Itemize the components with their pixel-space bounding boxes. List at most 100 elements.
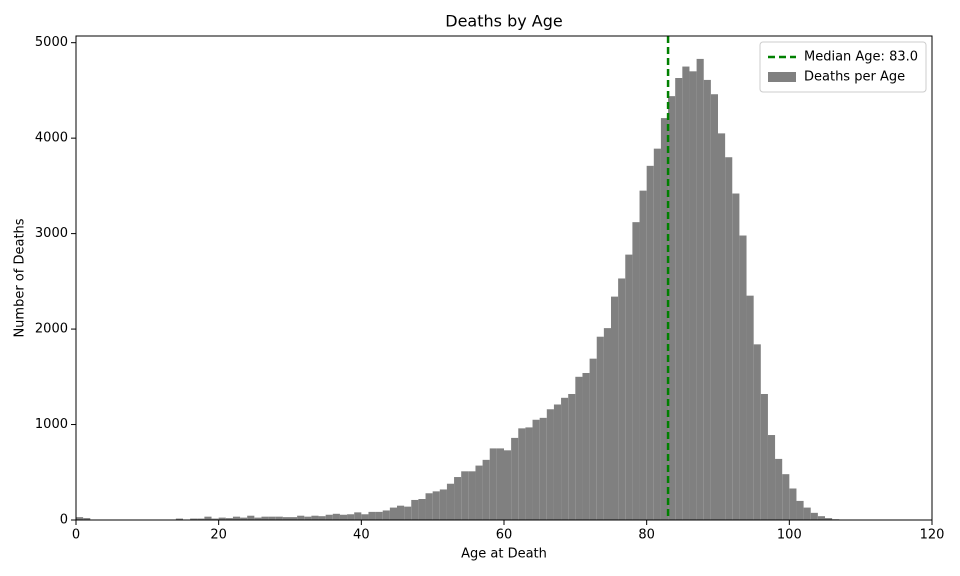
- bar: [368, 511, 376, 520]
- bar: [746, 295, 754, 520]
- bar: [218, 517, 226, 520]
- bar: [83, 518, 91, 520]
- bar: [511, 437, 519, 520]
- x-tick-label: 100: [777, 528, 802, 543]
- x-tick-label: 80: [638, 528, 655, 543]
- bar: [404, 506, 412, 520]
- bar: [446, 483, 455, 520]
- bar: [247, 515, 255, 520]
- bar: [375, 511, 383, 520]
- bar: [803, 507, 811, 520]
- bar: [825, 518, 833, 520]
- bar: [397, 505, 405, 520]
- bar: [561, 397, 569, 520]
- bar: [482, 459, 490, 520]
- bar: [361, 514, 369, 520]
- bar: [190, 518, 198, 520]
- bar: [311, 515, 319, 520]
- bar: [553, 404, 562, 520]
- bar: [225, 518, 233, 520]
- bar: [625, 254, 633, 520]
- bar: [639, 190, 647, 521]
- bar: [318, 516, 326, 520]
- bar: [468, 471, 476, 520]
- bar: [596, 336, 604, 520]
- bar: [382, 510, 390, 520]
- x-tick-label: 20: [210, 528, 227, 543]
- bar: [753, 344, 761, 520]
- bar: [682, 66, 690, 520]
- bar: [568, 393, 576, 520]
- bar: [618, 278, 626, 520]
- bar: [240, 517, 248, 520]
- bar: [439, 489, 447, 520]
- y-tick-label: 2000: [35, 322, 68, 337]
- bar: [425, 493, 433, 520]
- bar: [268, 516, 276, 520]
- bar: [660, 118, 669, 520]
- bar: [732, 193, 740, 521]
- bar: [197, 518, 205, 520]
- bar: [489, 448, 497, 520]
- bar: [232, 516, 241, 520]
- plot-frame: [75, 35, 933, 521]
- bar: [611, 296, 619, 520]
- bar: [339, 514, 348, 520]
- chart-title: Deaths by Age: [445, 12, 562, 31]
- y-axis-label: Number of Deaths: [13, 218, 28, 337]
- bar: [696, 58, 704, 520]
- bar: [718, 133, 726, 520]
- x-tick-label: 40: [353, 528, 370, 543]
- legend: Median Age: 83.0 Deaths per Age: [759, 41, 927, 93]
- bar: [175, 518, 183, 520]
- bar: [703, 79, 711, 521]
- bar: [539, 417, 547, 520]
- bar: [432, 491, 440, 520]
- bar: [796, 500, 804, 520]
- bar: [275, 516, 283, 520]
- bar: [646, 165, 654, 520]
- legend-swatch: [768, 72, 796, 82]
- bar: [254, 517, 262, 520]
- bar: [76, 517, 84, 520]
- y-tick-label: 4000: [35, 131, 68, 146]
- bar: [418, 498, 426, 520]
- legend-box: [759, 41, 927, 93]
- bar: [653, 148, 661, 520]
- bar: [582, 372, 590, 520]
- bar: [518, 428, 526, 520]
- bar: [304, 516, 312, 520]
- bar: [603, 328, 611, 520]
- bar: [589, 358, 597, 520]
- bar: [332, 513, 340, 520]
- x-tick-label: 60: [496, 528, 513, 543]
- x-tick-label: 0: [72, 528, 80, 543]
- bar: [532, 419, 540, 520]
- bar: [525, 427, 533, 520]
- bar: [760, 393, 768, 520]
- bar: [546, 409, 554, 520]
- bar: [725, 157, 733, 521]
- bar: [817, 516, 825, 520]
- legend-label: Median Age: 83.0: [804, 50, 918, 65]
- bar: [204, 516, 212, 520]
- bar: [389, 507, 397, 520]
- bar: [668, 96, 676, 520]
- bar: [782, 474, 790, 520]
- bar: [347, 514, 355, 520]
- bar: [461, 471, 469, 520]
- bar: [354, 512, 362, 520]
- bar: [675, 78, 683, 521]
- bar: [325, 514, 333, 520]
- x-axis-label: Age at Death: [461, 547, 547, 562]
- bar: [575, 376, 583, 520]
- y-tick-label: 1000: [35, 417, 68, 432]
- bar: [689, 71, 697, 520]
- bar: [411, 499, 419, 520]
- bar: [504, 450, 512, 520]
- y-tick-label: 5000: [35, 35, 68, 50]
- x-tick-label: 120: [920, 528, 945, 543]
- y-tick-label: 3000: [35, 226, 68, 241]
- bar: [775, 458, 783, 520]
